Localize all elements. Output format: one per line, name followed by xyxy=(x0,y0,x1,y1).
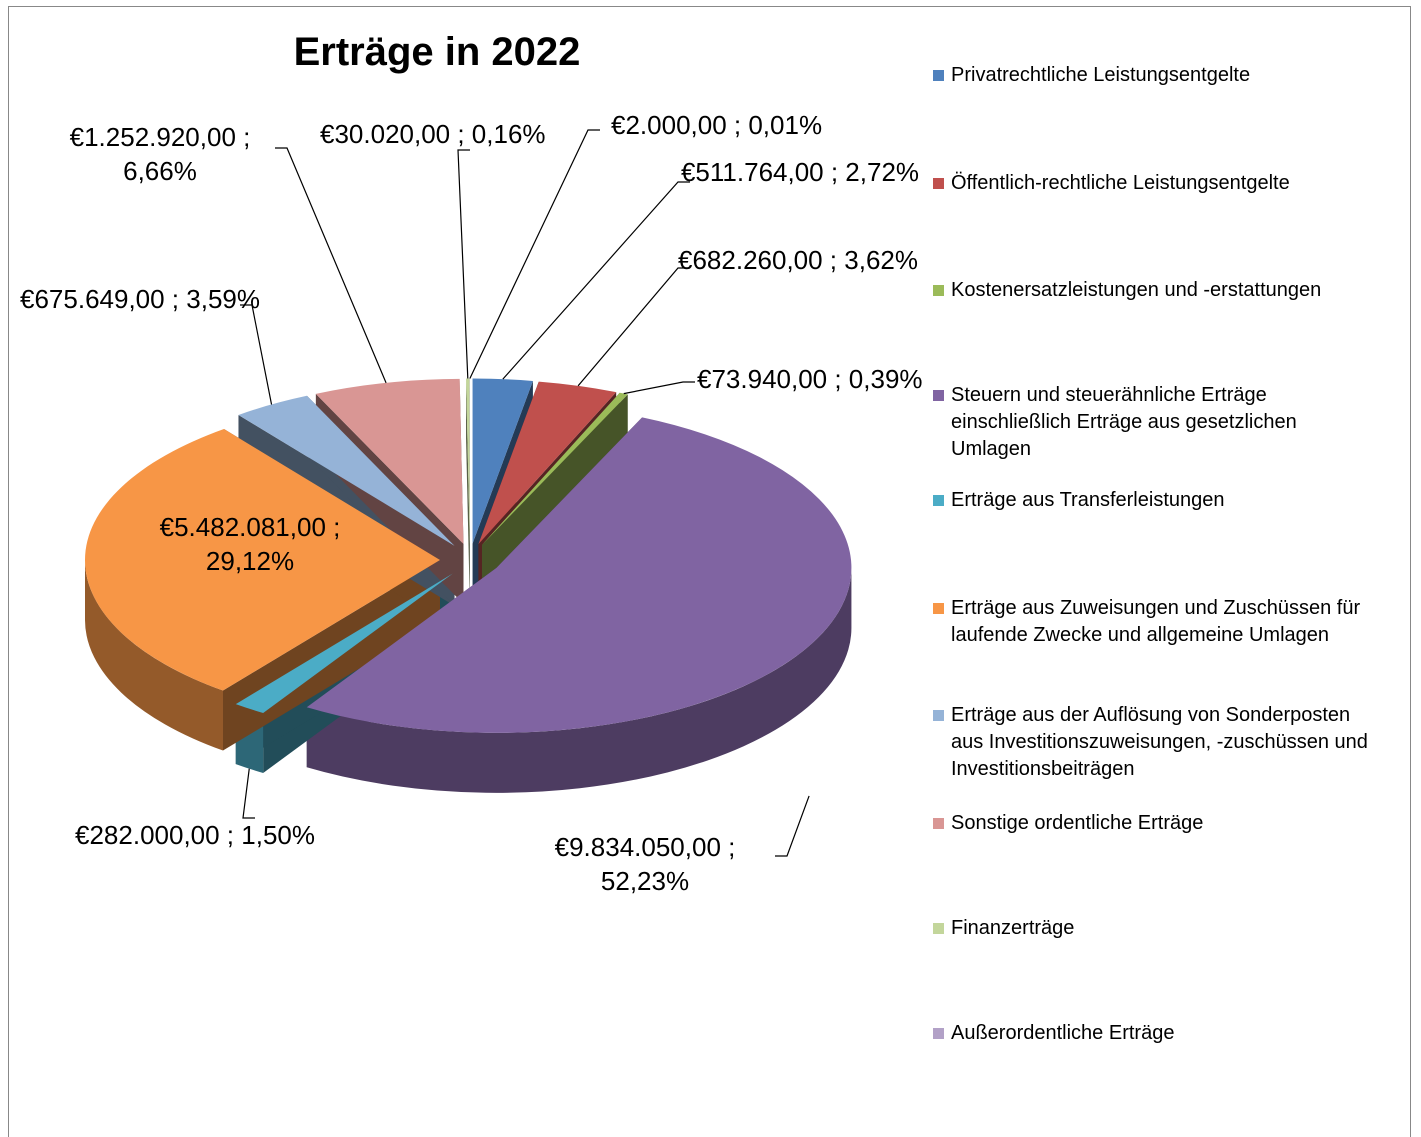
legend-swatch xyxy=(933,495,944,506)
pie-slice xyxy=(315,378,464,544)
leader-line xyxy=(457,149,470,379)
pie-slice xyxy=(238,395,455,546)
legend-label: Außerordentliche Erträge xyxy=(951,1022,1175,1044)
legend-entry: Steuern und steuerähnliche Erträge einsc… xyxy=(933,382,1373,463)
pie-slice xyxy=(306,417,852,733)
pie-slice xyxy=(472,378,533,544)
data-label: €1.252.920,00 ; 6,66% xyxy=(69,122,251,186)
legend-entry: Öffentlich-rechtliche Leistungsentgelte xyxy=(933,170,1373,197)
data-label: €2.000,00 ; 0,01% xyxy=(611,110,823,140)
legend-swatch xyxy=(933,603,944,614)
data-label: €5.482.081,00 ; 29,12% xyxy=(159,512,341,576)
legend-entry: Erträge aus Transferleistungen xyxy=(933,487,1373,514)
data-label: €682.260,00 ; 3,62% xyxy=(678,245,918,275)
legend-entry: Privatrechtliche Leistungsentgelte xyxy=(933,62,1373,89)
legend-entry: Außerordentliche Erträge xyxy=(933,1020,1373,1047)
legend-swatch xyxy=(933,178,944,189)
legend-label: Finanzerträge xyxy=(951,917,1075,939)
legend-label: Steuern und steuerähnliche Erträge einsc… xyxy=(951,384,1297,460)
slice-side xyxy=(85,559,223,751)
data-label: €9.834.050,00 ; 52,23% xyxy=(554,832,736,896)
leader-line xyxy=(577,267,690,387)
slice-side xyxy=(306,567,852,793)
legend-swatch xyxy=(933,818,944,829)
legend-label: Privatrechtliche Leistungsentgelte xyxy=(951,64,1251,86)
data-label: €73.940,00 ; 0,39% xyxy=(697,364,923,394)
legend-swatch xyxy=(933,923,944,934)
legend-entry: Sonstige ordentliche Erträge xyxy=(933,810,1373,837)
leader-line xyxy=(240,304,273,405)
data-label: €511.764,00 ; 2,72% xyxy=(680,157,920,187)
pie-slice xyxy=(235,573,453,714)
legend-label: Kostenersatzleistungen und -erstattungen xyxy=(951,279,1322,301)
legend-entry: Erträge aus Zuweisungen und Zuschüssen f… xyxy=(933,595,1373,649)
leader-line xyxy=(469,129,600,379)
chart-title: Erträge in 2022 xyxy=(293,30,581,74)
slice-wall xyxy=(466,378,470,604)
legend-swatch xyxy=(933,285,944,296)
pie-slice xyxy=(481,392,628,545)
leader-line xyxy=(502,181,690,380)
legend-swatch xyxy=(933,70,944,81)
pie-slice xyxy=(85,429,441,691)
legend-label: Sonstige ordentliche Erträge xyxy=(951,812,1204,834)
pie-slice xyxy=(478,381,617,545)
leader-line xyxy=(242,768,255,819)
leader-line xyxy=(623,381,695,395)
legend-swatch xyxy=(933,710,944,721)
chart-frame xyxy=(8,6,1411,1137)
legend-entry: Finanzerträge xyxy=(933,915,1373,942)
leader-line xyxy=(775,795,810,857)
pie-slice xyxy=(466,378,470,544)
legend-swatch xyxy=(933,390,944,401)
data-label: €30.020,00 ; 0,16% xyxy=(320,119,546,149)
data-label: €282.000,00 ; 1,50% xyxy=(75,820,315,850)
legend-entry: Kostenersatzleistungen und -erstattungen xyxy=(933,277,1373,304)
legend-label: Erträge aus Transferleistungen xyxy=(951,489,1225,511)
leader-line xyxy=(275,147,387,384)
legend-label: Erträge aus Zuweisungen und Zuschüssen f… xyxy=(951,597,1361,646)
legend-swatch xyxy=(933,1028,944,1039)
legend-label: Erträge aus der Auflösung von Sonderpost… xyxy=(951,704,1368,780)
legend-entry: Erträge aus der Auflösung von Sonderpost… xyxy=(933,702,1373,783)
legend-label: Öffentlich-rechtliche Leistungsentgelte xyxy=(951,172,1290,194)
data-label: €675.649,00 ; 3,59% xyxy=(20,284,260,314)
